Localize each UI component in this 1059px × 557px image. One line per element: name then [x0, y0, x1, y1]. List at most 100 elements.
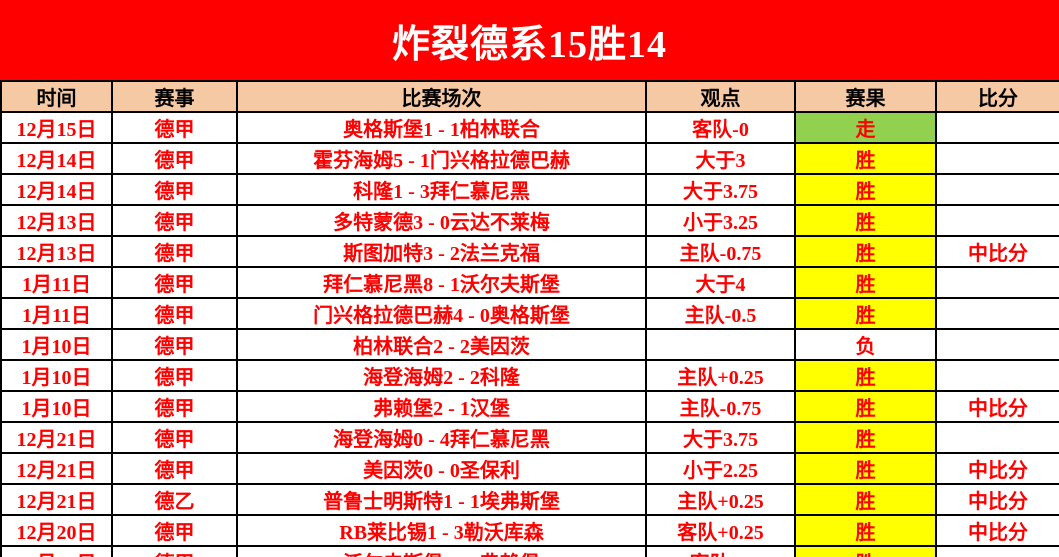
date-cell: 1月11日	[0, 297, 113, 330]
column-header-league: 赛事	[111, 80, 238, 113]
league-cell: 德甲	[111, 297, 238, 330]
table-row: 1月10日 德甲 柏林联合2 - 2美因茨 负	[0, 328, 1059, 361]
column-header-score: 比分	[935, 80, 1059, 113]
score-cell	[935, 359, 1059, 392]
match-cell: 弗赖堡2 - 1汉堡	[236, 390, 647, 423]
table-header: 时间 赛事 比赛场次 观点 赛果 比分	[0, 80, 1059, 113]
title-banner: 炸裂德系15胜14	[0, 0, 1059, 80]
result-cell: 胜	[794, 297, 937, 330]
date-cell: 12月13日	[0, 235, 113, 268]
viewpoint-cell: 客队-0	[645, 111, 796, 144]
score-cell	[935, 173, 1059, 206]
date-cell: 12月15日	[0, 111, 113, 144]
table-row: 12月13日 德甲 多特蒙德3 - 0云达不莱梅 小于3.25 胜	[0, 204, 1059, 237]
viewpoint-cell: 小于2.25	[645, 452, 796, 485]
date-cell: 1月10日	[0, 359, 113, 392]
match-cell: 普鲁士明斯特1 - 1埃弗斯堡	[236, 483, 647, 516]
viewpoint-cell: 大于3.75	[645, 173, 796, 206]
table-row: 12月21日 德甲 海登海姆0 - 4拜仁慕尼黑 大于3.75 胜	[0, 421, 1059, 454]
column-header-match: 比赛场次	[236, 80, 647, 113]
table-row: 1月11日 德甲 拜仁慕尼黑8 - 1沃尔夫斯堡 大于4 胜	[0, 266, 1059, 299]
result-cell: 胜	[794, 452, 937, 485]
table-body: 12月15日 德甲 奥格斯堡1 - 1柏林联合 客队-0 走 12月14日 德甲 霍芬海姆5 …	[0, 111, 1059, 557]
header-row: 时间 赛事 比赛场次 观点 赛果 比分	[0, 80, 1059, 113]
score-cell	[935, 328, 1059, 361]
date-cell: 1月10日	[0, 328, 113, 361]
score-cell: 中比分	[935, 483, 1059, 516]
league-cell: 德甲	[111, 514, 238, 547]
date-cell: 12月20日	[0, 514, 113, 547]
table-row: 12月20日 德甲 RB莱比锡1 - 3勒沃库森 客队+0.25 胜中比分	[0, 514, 1059, 547]
score-cell	[935, 111, 1059, 144]
date-cell: 12月14日	[0, 142, 113, 175]
score-cell: 中比分	[935, 514, 1059, 547]
viewpoint-cell	[645, 328, 796, 361]
date-cell: 12月20日	[0, 545, 113, 557]
league-cell: 德甲	[111, 235, 238, 268]
date-cell: 12月21日	[0, 452, 113, 485]
result-cell: 胜	[794, 204, 937, 237]
page-title: 炸裂德系15胜14	[391, 23, 667, 66]
score-cell: 中比分	[935, 452, 1059, 485]
result-cell: 胜	[794, 235, 937, 268]
table-row: 12月20日德甲沃尔夫斯堡3 - 4弗赖堡客队+0胜	[0, 545, 1059, 557]
league-cell: 德甲	[111, 142, 238, 175]
result-cell: 走	[794, 111, 937, 144]
viewpoint-cell: 大于3.75	[645, 421, 796, 454]
viewpoint-cell: 大于3	[645, 142, 796, 175]
viewpoint-cell: 客队+0.25	[645, 514, 796, 547]
viewpoint-cell: 大于4	[645, 266, 796, 299]
result-cell: 胜	[794, 142, 937, 175]
match-cell: RB莱比锡1 - 3勒沃库森	[236, 514, 647, 547]
predictions-table: 时间 赛事 比赛场次 观点 赛果 比分 12月15日 德甲 奥格斯堡1 - 1柏林联…	[0, 80, 1059, 557]
date-cell: 12月21日	[0, 421, 113, 454]
viewpoint-cell: 主队+0.25	[645, 359, 796, 392]
league-cell: 德甲	[111, 173, 238, 206]
result-cell: 胜	[794, 359, 937, 392]
league-cell: 德甲	[111, 266, 238, 299]
table-row: 1月11日 德甲 门兴格拉德巴赫4 - 0奥格斯堡 主队-0.5 胜	[0, 297, 1059, 330]
match-cell: 多特蒙德3 - 0云达不莱梅	[236, 204, 647, 237]
match-cell: 门兴格拉德巴赫4 - 0奥格斯堡	[236, 297, 647, 330]
table-row: 12月15日 德甲 奥格斯堡1 - 1柏林联合 客队-0 走	[0, 111, 1059, 144]
date-cell: 12月21日	[0, 483, 113, 516]
match-cell: 海登海姆0 - 4拜仁慕尼黑	[236, 421, 647, 454]
table-row: 12月14日 德甲 科隆1 - 3拜仁慕尼黑 大于3.75 胜	[0, 173, 1059, 206]
viewpoint-cell: 主队-0.5	[645, 297, 796, 330]
result-cell: 负	[794, 328, 937, 361]
match-cell: 霍芬海姆5 - 1门兴格拉德巴赫	[236, 142, 647, 175]
score-cell	[935, 421, 1059, 454]
viewpoint-cell: 主队-0.75	[645, 390, 796, 423]
column-header-view: 观点	[645, 80, 796, 113]
league-cell: 德甲	[111, 390, 238, 423]
result-cell: 胜	[794, 173, 937, 206]
viewpoint-cell: 客队+0	[645, 545, 796, 557]
match-cell: 科隆1 - 3拜仁慕尼黑	[236, 173, 647, 206]
result-cell: 胜	[794, 483, 937, 516]
score-cell	[935, 266, 1059, 299]
match-cell: 拜仁慕尼黑8 - 1沃尔夫斯堡	[236, 266, 647, 299]
match-cell: 美因茨0 - 0圣保利	[236, 452, 647, 485]
table-row: 1月10日 德甲 海登海姆2 - 2科隆 主队+0.25 胜	[0, 359, 1059, 392]
table-row: 12月13日 德甲 斯图加特3 - 2法兰克福 主队-0.75 胜中比分	[0, 235, 1059, 268]
result-cell: 胜	[794, 421, 937, 454]
match-cell: 奥格斯堡1 - 1柏林联合	[236, 111, 647, 144]
viewpoint-cell: 主队-0.75	[645, 235, 796, 268]
match-cell: 斯图加特3 - 2法兰克福	[236, 235, 647, 268]
league-cell: 德甲	[111, 204, 238, 237]
result-cell: 胜	[794, 390, 937, 423]
match-cell: 柏林联合2 - 2美因茨	[236, 328, 647, 361]
result-cell: 胜	[794, 514, 937, 547]
league-cell: 德甲	[111, 359, 238, 392]
score-cell	[935, 142, 1059, 175]
date-cell: 12月13日	[0, 204, 113, 237]
match-cell: 海登海姆2 - 2科隆	[236, 359, 647, 392]
score-cell: 中比分	[935, 235, 1059, 268]
league-cell: 德甲	[111, 421, 238, 454]
score-cell: 中比分	[935, 390, 1059, 423]
league-cell: 德甲	[111, 452, 238, 485]
table-row: 12月14日 德甲 霍芬海姆5 - 1门兴格拉德巴赫 大于3 胜	[0, 142, 1059, 175]
score-cell	[935, 204, 1059, 237]
result-cell: 胜	[794, 266, 937, 299]
